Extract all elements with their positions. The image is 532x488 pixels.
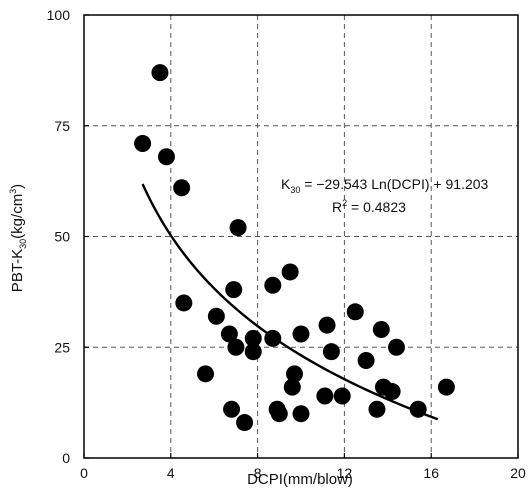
data-point bbox=[346, 303, 364, 321]
data-point bbox=[368, 400, 386, 418]
y-tick-label: 0 bbox=[62, 450, 70, 466]
y-tick-label: 75 bbox=[54, 118, 70, 134]
data-point bbox=[383, 383, 401, 401]
y-axis-label: PBT-K30(kg/cm3) bbox=[8, 184, 28, 292]
data-points bbox=[134, 64, 455, 432]
x-tick-label: 12 bbox=[337, 465, 353, 481]
data-point bbox=[220, 325, 238, 343]
data-point bbox=[357, 352, 375, 370]
x-tick-label: 8 bbox=[254, 465, 262, 481]
data-point bbox=[292, 405, 310, 423]
y-tick-label: 100 bbox=[47, 7, 71, 23]
x-tick-label: 20 bbox=[510, 465, 526, 481]
x-tick-label: 0 bbox=[80, 465, 88, 481]
data-point bbox=[175, 294, 193, 312]
y-tick-label: 25 bbox=[54, 339, 70, 355]
x-tick-label: 4 bbox=[167, 465, 175, 481]
tick-labels: 0 4 8 12 16 20 0 25 50 75 100 bbox=[47, 7, 526, 481]
data-point bbox=[285, 365, 303, 383]
data-point bbox=[223, 400, 241, 418]
data-point bbox=[207, 307, 225, 325]
data-point bbox=[229, 219, 247, 237]
data-point bbox=[318, 316, 336, 334]
grid-lines bbox=[84, 15, 518, 458]
data-point bbox=[244, 343, 262, 361]
data-point bbox=[270, 405, 288, 423]
x-tick-label: 16 bbox=[423, 465, 439, 481]
data-point bbox=[322, 343, 340, 361]
data-point bbox=[244, 329, 262, 347]
data-point bbox=[225, 281, 243, 299]
data-point bbox=[387, 338, 405, 356]
data-point bbox=[281, 263, 299, 281]
x-axis-label: DCPI(mm/blow) bbox=[247, 471, 353, 488]
data-point bbox=[197, 365, 215, 383]
data-point bbox=[372, 321, 390, 339]
data-point bbox=[227, 338, 245, 356]
data-point bbox=[333, 387, 351, 405]
data-point bbox=[264, 276, 282, 294]
data-point bbox=[173, 179, 191, 197]
data-point bbox=[236, 414, 254, 432]
data-point bbox=[437, 378, 455, 396]
data-point bbox=[157, 148, 175, 166]
y-tick-label: 50 bbox=[54, 229, 70, 245]
data-point bbox=[151, 64, 169, 82]
trendline-equation: K30 = −29.543 Ln(DCPI) + 91.203 bbox=[281, 176, 489, 195]
trendline bbox=[141, 183, 439, 421]
data-point bbox=[283, 378, 301, 396]
data-point bbox=[316, 387, 334, 405]
data-point bbox=[134, 134, 152, 152]
r-squared-label: R2 = 0.4823 bbox=[332, 198, 406, 215]
data-point bbox=[292, 325, 310, 343]
